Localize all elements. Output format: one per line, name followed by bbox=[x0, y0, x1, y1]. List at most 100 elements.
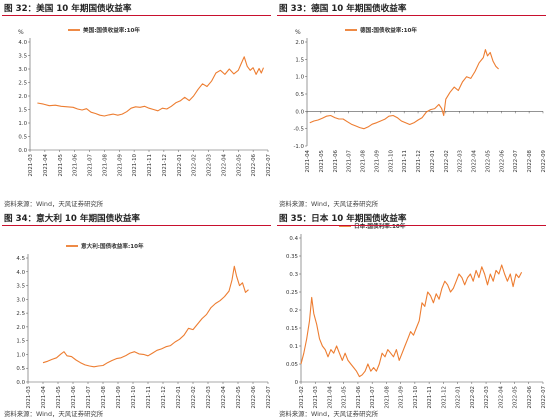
x-tick-label: 2022-07 bbox=[541, 386, 547, 409]
x-tick-label: 2021-12 bbox=[161, 386, 167, 409]
y-tick-label: 2.0 bbox=[16, 325, 25, 331]
x-tick-label: 2022-02 bbox=[191, 386, 197, 409]
source-note: 资料来源：Wind，天风证券研究所 bbox=[4, 200, 104, 208]
legend-label: 德国:国债收益率:10年 bbox=[360, 26, 417, 34]
y-tick-label: 0.15 bbox=[286, 326, 298, 332]
x-tick-label: 2021-06 bbox=[73, 153, 79, 176]
x-tick-label: 2021-12 bbox=[441, 386, 447, 409]
y-tick-label: 3.0 bbox=[16, 297, 25, 303]
x-tick-label: 2021-10 bbox=[132, 153, 138, 176]
germany-yield-chart: -1.0 -0.5 0.0 0.5 1.0 1.5 2.0 2021-04 2021-05 202… bbox=[293, 26, 547, 173]
x-tick-label: 2021-12 bbox=[162, 154, 168, 177]
y-tick-label: 0 bbox=[295, 380, 299, 386]
x-tick-label: 2022-03 bbox=[484, 386, 490, 409]
x-tick-label: 2022-01 bbox=[177, 154, 183, 177]
x-tick-label: 2022-03 bbox=[207, 154, 213, 177]
series-line bbox=[42, 265, 249, 368]
y-tick-label: 1.0 bbox=[16, 352, 25, 358]
y-tick-label: 0.5 bbox=[295, 92, 304, 98]
x-tick-label: 2021-06 bbox=[71, 385, 77, 408]
x-tick-label: 2022-09 bbox=[541, 149, 547, 172]
series-line bbox=[300, 264, 523, 378]
unit-label: % bbox=[18, 29, 24, 36]
x-tick-label: 2022-04 bbox=[498, 385, 504, 408]
x-tick-label: 2021-03 bbox=[28, 154, 34, 177]
x-tick-label: 2021-05 bbox=[58, 154, 64, 177]
x-tick-label: 2021-08 bbox=[101, 385, 107, 408]
x-tick-label: 2021-07 bbox=[86, 386, 92, 409]
italy-yield-chart: 0.0 0.5 1.0 1.5 2.0 2.5 3.0 3.5 4.0 4.5 2021-03 202… bbox=[16, 242, 272, 409]
y-tick-label: 3.5 bbox=[16, 284, 25, 290]
title-divider bbox=[2, 225, 271, 227]
panel-title: 图 34：意大利 10 年期国债收益率 bbox=[4, 214, 141, 224]
x-tick-label: 2022-02 bbox=[192, 154, 198, 177]
x-tick-label: 2022-02 bbox=[444, 150, 450, 173]
y-tick-label: 0.1 bbox=[289, 344, 298, 350]
y-tick-label: 0.25 bbox=[286, 290, 298, 296]
y-tick-label: 4.0 bbox=[18, 40, 27, 46]
x-tick-label: 2022-04 bbox=[472, 149, 478, 172]
x-tick-label: 2022-07 bbox=[513, 150, 519, 173]
y-tick-label: 3.5 bbox=[18, 54, 27, 60]
x-tick-label: 2021-04 bbox=[327, 385, 333, 408]
panel-title: 图 33：德国 10 年期国债收益率 bbox=[279, 4, 407, 14]
x-tick-label: 2021-03 bbox=[26, 386, 32, 409]
y-tick-label: 1.5 bbox=[18, 108, 27, 114]
y-tick-label: 0.3 bbox=[289, 272, 298, 278]
source-note: 资料来源：Wind，天风证券研究所 bbox=[4, 410, 104, 418]
chart-panel-italy: 0.0 0.5 1.0 1.5 2.0 2.5 3.0 3.5 4.0 4.5 2021-03 202… bbox=[0, 210, 275, 420]
title-divider bbox=[277, 15, 546, 17]
x-tick-label: 2021-09 bbox=[117, 153, 123, 176]
x-tick-label: 2021-07 bbox=[370, 386, 376, 409]
x-tick-label: 2022-01 bbox=[456, 386, 462, 409]
x-tick-label: 2022-05 bbox=[513, 386, 519, 409]
chart-panel-us: 0.0 0.5 1.0 1.5 2.0 2.5 3.0 3.5 4.0 2021-03 2021-0… bbox=[0, 0, 275, 210]
source-note: 资料来源：Wind，天风证券研究所 bbox=[279, 200, 379, 208]
us-yield-chart: 0.0 0.5 1.0 1.5 2.0 2.5 3.0 3.5 4.0 2021-03 2021-0… bbox=[18, 26, 272, 177]
x-tick-label: 2022-06 bbox=[527, 385, 533, 408]
x-tick-label: 2021-10 bbox=[131, 385, 137, 408]
x-tick-label: 2022-06 bbox=[499, 149, 505, 172]
x-tick-label: 2021-04 bbox=[43, 153, 49, 176]
legend-label: 美国:国债收益率:10年 bbox=[83, 26, 140, 34]
x-tick-label: 2022-06 bbox=[251, 153, 257, 176]
x-tick-label: 2022-02 bbox=[470, 386, 476, 409]
x-tick-label: 2021-04 bbox=[305, 149, 311, 172]
x-tick-label: 2022-03 bbox=[458, 150, 464, 173]
x-tick-label: 2021-07 bbox=[88, 154, 94, 177]
x-tick-label: 2021-05 bbox=[342, 386, 348, 409]
x-tick-label: 2021-11 bbox=[147, 154, 153, 177]
title-divider bbox=[2, 15, 271, 17]
y-tick-label: 2.0 bbox=[18, 94, 27, 100]
series-line bbox=[309, 49, 499, 130]
y-tick-label: 0.5 bbox=[18, 135, 27, 141]
y-tick-label: 0.2 bbox=[289, 308, 298, 314]
y-tick-label: 1.0 bbox=[295, 75, 304, 81]
y-tick-label: 2.5 bbox=[18, 81, 27, 87]
x-tick-label: 2022-05 bbox=[236, 154, 242, 177]
x-tick-label: 2022-03 bbox=[206, 386, 212, 409]
y-tick-label: 1.5 bbox=[16, 339, 25, 345]
y-tick-label: -0.5 bbox=[293, 127, 304, 133]
chart-panel-japan: 0 0.05 0.1 0.15 0.2 0.25 0.3 0.35 0.4 2021-02 2021… bbox=[275, 210, 550, 420]
x-tick-label: 2022-05 bbox=[485, 150, 491, 173]
x-tick-label: 2021-05 bbox=[56, 386, 62, 409]
x-tick-label: 2021-04 bbox=[41, 385, 47, 408]
y-tick-label: 0.4 bbox=[289, 236, 298, 242]
chart-panel-germany: -1.0 -0.5 0.0 0.5 1.0 1.5 2.0 2021-04 2021-05 202… bbox=[275, 0, 550, 210]
x-tick-label: 2021-07 bbox=[347, 150, 353, 173]
x-tick-label: 2021-03 bbox=[313, 386, 319, 409]
x-tick-label: 2021-09 bbox=[399, 385, 405, 408]
y-tick-label: 4.5 bbox=[16, 256, 25, 262]
panel-title: 图 32：美国 10 年期国债收益率 bbox=[4, 4, 132, 14]
x-tick-label: 2021-12 bbox=[416, 150, 422, 173]
x-tick-label: 2021-08 bbox=[361, 149, 367, 172]
y-tick-label: -1.0 bbox=[293, 144, 304, 150]
series-line bbox=[37, 56, 265, 117]
x-tick-label: 2021-10 bbox=[413, 385, 419, 408]
x-tick-label: 2022-01 bbox=[176, 386, 182, 409]
x-tick-label: 2022-01 bbox=[430, 150, 436, 173]
x-tick-label: 2022-08 bbox=[527, 149, 533, 172]
x-tick-label: 2021-08 bbox=[384, 385, 390, 408]
y-tick-label: 0.0 bbox=[18, 148, 27, 154]
